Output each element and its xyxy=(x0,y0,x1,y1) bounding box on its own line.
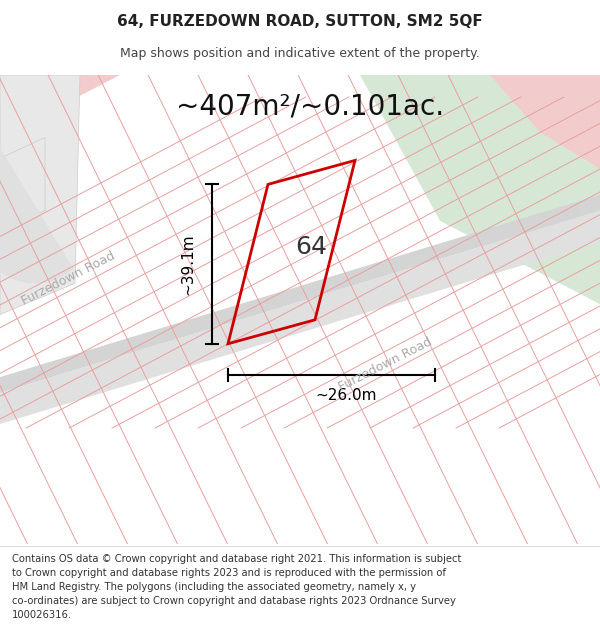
Text: ~39.1m: ~39.1m xyxy=(181,233,196,295)
Text: co-ordinates) are subject to Crown copyright and database rights 2023 Ordnance S: co-ordinates) are subject to Crown copyr… xyxy=(12,596,456,606)
Text: Map shows position and indicative extent of the property.: Map shows position and indicative extent… xyxy=(120,48,480,61)
Text: Furzedown Road: Furzedown Road xyxy=(19,249,117,308)
Text: ~26.0m: ~26.0m xyxy=(316,388,377,403)
Polygon shape xyxy=(0,195,600,392)
Polygon shape xyxy=(0,75,120,138)
Text: to Crown copyright and database rights 2023 and is reproduced with the permissio: to Crown copyright and database rights 2… xyxy=(12,568,446,578)
Text: 64: 64 xyxy=(296,235,328,259)
Text: 64, FURZEDOWN ROAD, SUTTON, SM2 5QF: 64, FURZEDOWN ROAD, SUTTON, SM2 5QF xyxy=(117,14,483,29)
Text: Furzedown Road: Furzedown Road xyxy=(336,336,434,394)
Text: ~407m²/~0.101ac.: ~407m²/~0.101ac. xyxy=(176,92,444,120)
Polygon shape xyxy=(490,75,600,169)
Polygon shape xyxy=(360,75,600,304)
Polygon shape xyxy=(0,138,45,231)
Polygon shape xyxy=(0,148,74,283)
Text: HM Land Registry. The polygons (including the associated geometry, namely x, y: HM Land Registry. The polygons (includin… xyxy=(12,582,416,592)
Polygon shape xyxy=(0,75,80,314)
Polygon shape xyxy=(0,211,600,424)
Text: 100026316.: 100026316. xyxy=(12,611,72,621)
Text: Contains OS data © Crown copyright and database right 2021. This information is : Contains OS data © Crown copyright and d… xyxy=(12,554,461,564)
